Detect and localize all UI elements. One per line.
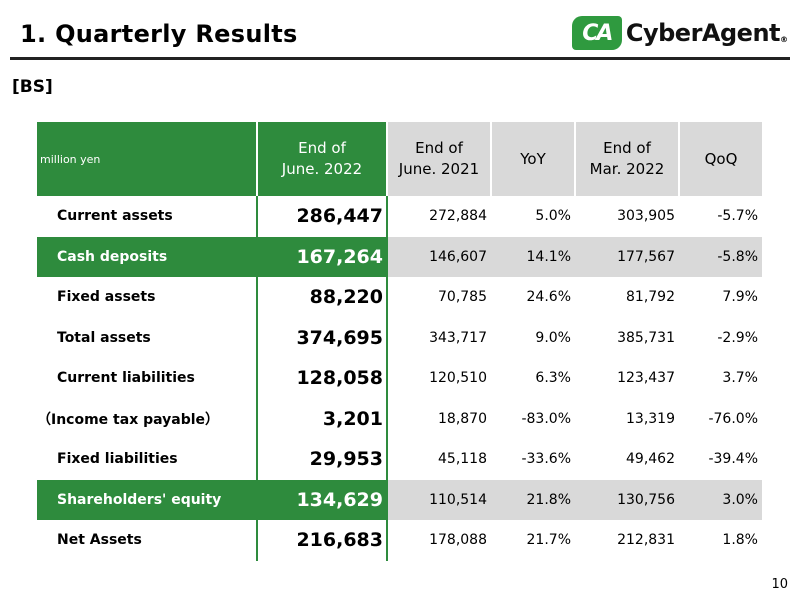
- value-yoy: 21.8%: [491, 479, 575, 520]
- unit-header: million yen: [37, 122, 257, 196]
- value-yoy: -83.0%: [521, 410, 571, 427]
- row-label: Current assets: [57, 208, 173, 225]
- value-qoq: -5.8%: [679, 236, 762, 277]
- table-row: Fixed liabilities 29,953 45,118 -33.6% 49,46…: [37, 439, 762, 480]
- value-qoq: -2.9%: [717, 329, 758, 346]
- value-qoq: 1.8%: [722, 532, 758, 549]
- value-prior-year: 146,607: [387, 236, 491, 277]
- company-logo: CA CyberAgent ®: [571, 16, 788, 50]
- row-label: Current liabilities: [57, 370, 195, 387]
- table-row: Shareholders' equity 134,629 110,514 21.8% 1…: [37, 479, 762, 520]
- page-number: 10: [771, 577, 788, 592]
- column-header-current: End of June. 2022: [256, 122, 387, 196]
- value-yoy: 14.1%: [491, 236, 575, 277]
- value-qoq: 3.0%: [679, 479, 762, 520]
- row-label: Fixed liabilities: [57, 451, 178, 468]
- value-yoy: 9.0%: [535, 329, 571, 346]
- value-prior-quarter: 123,437: [617, 370, 675, 387]
- registered-mark: ®: [780, 35, 788, 44]
- value-prior-quarter: 13,319: [626, 410, 675, 427]
- table-row: Net Assets 216,683 178,088 21.7% 212,831 1.8%: [37, 520, 762, 561]
- value-prior-quarter: 81,792: [626, 289, 675, 306]
- column-header-prior-quarter: End of Mar. 2022: [574, 122, 679, 196]
- value-qoq: -39.4%: [708, 451, 758, 468]
- row-label: Total assets: [57, 329, 151, 346]
- table-row: Cash deposits 167,264 146,607 14.1% 177,567-…: [37, 236, 762, 277]
- page-title: 1. Quarterly Results: [20, 20, 298, 48]
- value-prior-quarter: 49,462: [626, 451, 675, 468]
- value-current: 29,953: [256, 439, 388, 480]
- row-label: （Income tax payable）: [37, 411, 220, 428]
- value-qoq: 7.9%: [722, 289, 758, 306]
- column-header-qoq: QoQ: [678, 122, 762, 196]
- value-current: 216,683: [256, 520, 388, 561]
- value-current: 128,058: [256, 358, 388, 399]
- title-divider: [10, 57, 790, 60]
- value-current: 374,695: [256, 317, 388, 358]
- table-body: Current assets 286,447 272,884 5.0% 303,905-…: [37, 196, 762, 561]
- table-row: Current liabilities 128,058 120,510 6.3% 123…: [37, 358, 762, 399]
- row-label: Fixed assets: [57, 289, 156, 306]
- value-current: 167,264: [256, 236, 388, 277]
- value-yoy: 5.0%: [535, 208, 571, 225]
- value-prior-year: 120,510: [429, 370, 487, 387]
- value-prior-quarter: 177,567: [575, 236, 679, 277]
- value-prior-year: 343,717: [429, 329, 487, 346]
- value-current: 286,447: [256, 196, 388, 237]
- value-yoy: 21.7%: [526, 532, 571, 549]
- table-header-row: million yen End of June. 2022 End of June.…: [37, 122, 762, 196]
- table-row: Current assets 286,447 272,884 5.0% 303,905 -…: [37, 196, 762, 237]
- value-prior-year: 272,884: [429, 208, 487, 225]
- table-row: （Income tax payable） 3,201 18,870 -83.0% 13,…: [37, 398, 762, 439]
- row-label: Shareholders' equity: [37, 479, 257, 520]
- value-yoy: -33.6%: [521, 451, 571, 468]
- value-qoq: -76.0%: [708, 410, 758, 427]
- value-prior-quarter: 303,905: [617, 208, 675, 225]
- value-prior-year: 178,088: [429, 532, 487, 549]
- value-current: 88,220: [256, 277, 388, 318]
- value-current: 134,629: [256, 479, 388, 520]
- column-header-prior-year: End of June. 2021: [386, 122, 491, 196]
- logo-wordmark: CyberAgent: [625, 19, 781, 47]
- value-yoy: 24.6%: [526, 289, 571, 306]
- value-prior-quarter: 130,756: [575, 479, 679, 520]
- logo-mark-icon: CA: [571, 16, 622, 50]
- value-prior-year: 110,514: [387, 479, 491, 520]
- value-prior-year: 18,870: [438, 410, 487, 427]
- row-label: Cash deposits: [37, 236, 257, 277]
- table-row: Fixed assets 88,220 70,785 24.6% 81,792 7.9%: [37, 277, 762, 318]
- table-row: Total assets 374,695 343,717 9.0% 385,731 -2.…: [37, 317, 762, 358]
- value-prior-year: 45,118: [438, 451, 487, 468]
- value-prior-quarter: 385,731: [617, 329, 675, 346]
- row-label: Net Assets: [57, 532, 142, 549]
- value-qoq: -5.7%: [717, 208, 758, 225]
- column-header-yoy: YoY: [490, 122, 575, 196]
- value-qoq: 3.7%: [722, 370, 758, 387]
- section-label: [BS]: [12, 77, 53, 97]
- value-yoy: 6.3%: [535, 370, 571, 387]
- value-prior-year: 70,785: [438, 289, 487, 306]
- value-prior-quarter: 212,831: [617, 532, 675, 549]
- balance-sheet-table: million yen End of June. 2022 End of June.…: [37, 122, 762, 561]
- value-current: 3,201: [256, 398, 388, 439]
